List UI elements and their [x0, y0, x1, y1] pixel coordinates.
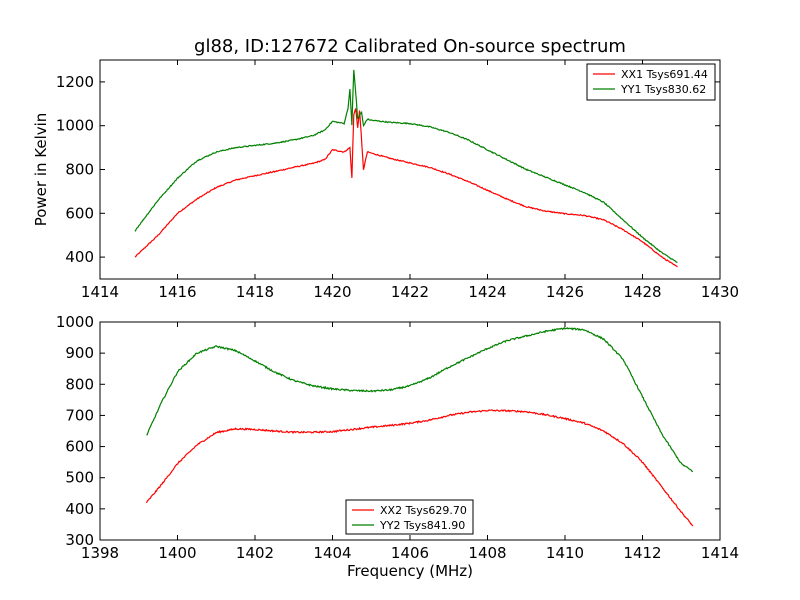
x-tick-label: 1428: [623, 283, 661, 301]
y-tick-label: 400: [65, 248, 94, 266]
legend-1: XX1 Tsys691.44 YY1 Tsys830.62: [586, 63, 716, 101]
chart-panel-2: 1398 1400 1402 1404 1406 1408 1410 1412 1414 300 4…: [56, 313, 739, 580]
x-axis-label: Frequency (MHz): [347, 562, 473, 580]
chart-title: gl88, ID:127672 Calibrated On-source spe…: [194, 36, 626, 57]
y-tick-label: 1000: [56, 117, 94, 135]
chart-panel-1: 1414 1416 1418 1420 1422 1424 1426 1428 1430 400 6…: [32, 36, 739, 301]
legend-label: YY1 Tsys830.62: [620, 83, 706, 96]
x-tick-label: 1408: [468, 544, 506, 562]
legend-box: [586, 63, 716, 101]
y-tick-label: 400: [65, 500, 94, 518]
x-tick-label: 1430: [701, 283, 739, 301]
y-tick-label: 300: [65, 531, 94, 549]
x-tick-label: 1398: [81, 544, 119, 562]
x-tick-label: 1412: [623, 544, 661, 562]
y-tick-label: 800: [65, 161, 94, 179]
x-tick-label: 1406: [391, 544, 429, 562]
legend-box: [345, 499, 474, 535]
x-tick-label: 1400: [158, 544, 196, 562]
y-tick-label: 900: [65, 344, 94, 362]
y-tick-label: 600: [65, 438, 94, 456]
series-line-1-1: [134, 108, 678, 268]
legend-label: XX1 Tsys691.44: [621, 68, 708, 81]
x-tick-label: 1410: [546, 544, 584, 562]
legend-2: XX2 Tsys629.70 YY2 Tsys841.90: [345, 499, 474, 535]
x-tick-label: 1414: [81, 283, 119, 301]
x-tick-label: 1420: [313, 283, 351, 301]
x-tick-label: 1418: [236, 283, 274, 301]
y-axis-label: Power in Kelvin: [32, 113, 50, 227]
y-tick-label: 1000: [56, 313, 94, 331]
y-tick-label: 700: [65, 406, 94, 424]
x-tick-label: 1422: [391, 283, 429, 301]
legend-label: XX2 Tsys629.70: [380, 504, 467, 517]
x-tick-label: 1404: [313, 544, 351, 562]
x-tick-label: 1416: [158, 283, 196, 301]
y-tick-label: 600: [65, 204, 94, 222]
y-tick-label: 800: [65, 375, 94, 393]
series-line-2-2: [146, 326, 693, 473]
series-line-1-2: [134, 69, 678, 264]
legend-label: YY2 Tsys841.90: [379, 519, 465, 532]
x-tick-label: 1424: [468, 283, 506, 301]
y-tick-label: 500: [65, 469, 94, 487]
x-tick-label: 1414: [701, 544, 739, 562]
x-tick-label: 1426: [546, 283, 584, 301]
y-tick-label: 1200: [56, 73, 94, 91]
x-tick-label: 1402: [236, 544, 274, 562]
series-line-2-1: [145, 409, 694, 527]
